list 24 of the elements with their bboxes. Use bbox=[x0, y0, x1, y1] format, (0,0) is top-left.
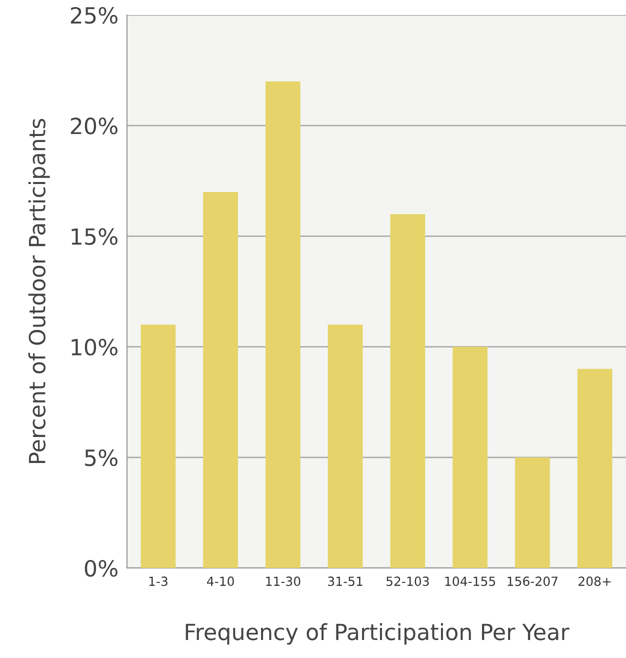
y-tick-label: 25% bbox=[70, 6, 118, 24]
bar bbox=[328, 324, 363, 568]
y-tick-label: 5% bbox=[85, 449, 118, 466]
x-tick-label: 52-103 bbox=[386, 576, 429, 586]
x-tick-label: 31-51 bbox=[328, 576, 362, 586]
x-tick-label: 104-155 bbox=[445, 576, 496, 586]
y-tick-label: 20% bbox=[70, 118, 118, 134]
x-tick-label: 156-207 bbox=[508, 576, 558, 586]
x-tick-label: 1-3 bbox=[149, 576, 168, 586]
bar bbox=[140, 324, 176, 568]
y-tick-label: 15% bbox=[72, 228, 118, 245]
y-tick-label: 10% bbox=[72, 338, 118, 356]
y-tick-label: 0% bbox=[84, 560, 118, 577]
bar bbox=[203, 192, 238, 568]
bar bbox=[265, 81, 300, 568]
bar bbox=[390, 214, 426, 568]
x-axis-title: Frequency of Participation Per Year bbox=[186, 623, 570, 645]
bar bbox=[514, 457, 550, 568]
x-tick-label: 11-30 bbox=[266, 576, 300, 586]
bar bbox=[452, 346, 488, 568]
y-axis-title: Percent of Outdoor Participants bbox=[28, 118, 50, 464]
x-tick-label: 4-10 bbox=[206, 576, 234, 586]
bar bbox=[577, 368, 612, 568]
x-tick-label: 208+ bbox=[578, 576, 611, 586]
